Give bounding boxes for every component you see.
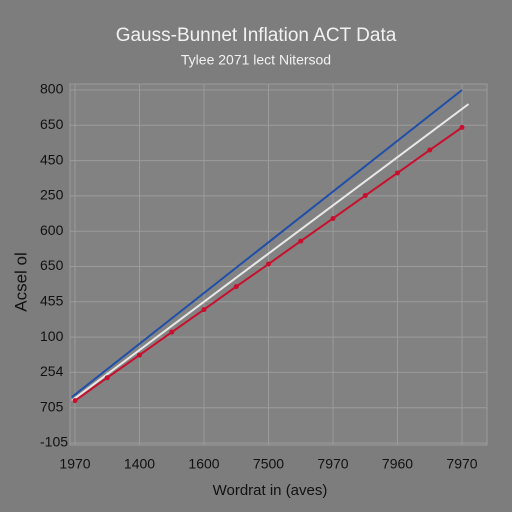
data-point [169, 329, 175, 335]
y-tick-label: 254 [40, 363, 64, 379]
data-point [233, 284, 239, 290]
x-tick-label: 1970 [59, 456, 90, 472]
y-tick-label: 800 [40, 81, 64, 97]
y-tick-label: 450 [40, 151, 64, 167]
y-tick-label: 455 [40, 293, 64, 309]
data-point [395, 170, 400, 176]
y-tick-label: 650 [40, 257, 64, 273]
y-tick-label: -105 [40, 434, 68, 450]
x-tick-label: 7960 [382, 456, 413, 472]
data-point [330, 215, 336, 221]
x-tick-label: 1600 [188, 456, 219, 472]
data-point [201, 307, 207, 313]
series-line [71, 103, 470, 402]
x-tick-label: 7970 [317, 456, 348, 472]
chart-subtitle: Tylee 2071 lect Nitersod [181, 52, 331, 68]
data-point [362, 193, 368, 199]
series-line [71, 89, 463, 398]
x-tick-label: 1400 [124, 456, 155, 472]
data-point [137, 352, 142, 358]
y-tick-label: 650 [40, 116, 64, 132]
data-point [427, 147, 433, 153]
x-axis-label: Wordrat in (aves) [213, 482, 328, 499]
data-point [266, 261, 271, 267]
x-tick-label: 7500 [253, 456, 284, 472]
data-point [104, 375, 110, 381]
data-point [298, 238, 304, 244]
y-tick-label: 100 [40, 328, 64, 344]
chart-title: Gauss-Bunnet Inflation ACT Data [116, 25, 397, 46]
y-tick-label: 250 [40, 187, 64, 203]
y-tick-label: 705 [40, 398, 64, 414]
y-axis-label: Acsel ol [11, 252, 30, 312]
x-tick-label: 7970 [446, 456, 477, 472]
data-point [459, 124, 465, 130]
y-tick-label: 600 [40, 222, 64, 238]
data-point [72, 398, 78, 404]
